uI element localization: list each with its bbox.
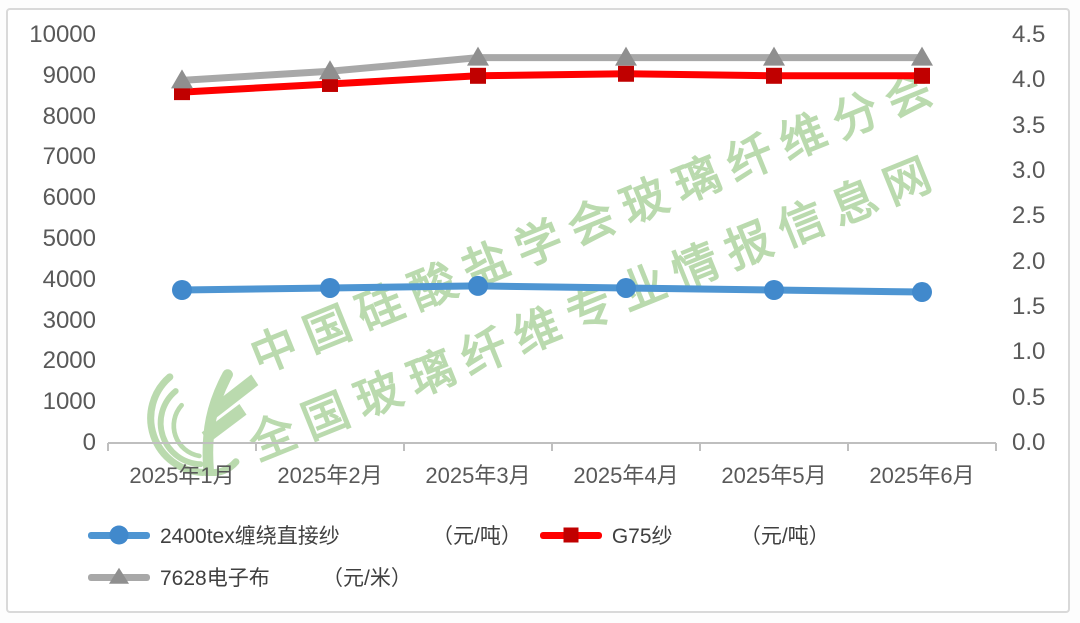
chart-card — [6, 8, 1070, 613]
series-line-1 — [178, 70, 926, 96]
data-point-triangle — [171, 69, 193, 89]
data-point-triangle — [467, 46, 489, 66]
legend-marker-gray-triangle-icon — [88, 567, 150, 584]
chart-legend: 2400tex缠绕直接纱 （元/吨） G75纱 （元/吨） 7628电子布 （元… — [88, 514, 988, 598]
data-point-square — [914, 67, 930, 84]
legend-item-direct-roving: 2400tex缠绕直接纱 （元/吨） — [88, 520, 522, 550]
legend-row-1: 2400tex缠绕直接纱 （元/吨） G75纱 （元/吨） — [88, 514, 988, 556]
legend-label: 7628电子布 — [160, 567, 270, 590]
series-line-0 — [178, 282, 926, 296]
data-point-triangle — [911, 46, 933, 66]
legend-marker-blue-circle-icon — [88, 525, 150, 545]
legend-item-7628-fabric: 7628电子布 （元/米） — [88, 562, 412, 592]
data-point-circle — [912, 282, 932, 303]
data-point-circle — [468, 275, 488, 296]
data-point-triangle — [763, 46, 785, 66]
legend-unit: （元/米） — [322, 567, 412, 590]
legend-item-g75-yarn: G75纱 （元/吨） — [539, 520, 830, 550]
legend-row-2: 7628电子布 （元/米） — [88, 556, 988, 598]
data-point-circle — [320, 277, 340, 298]
legend-unit: （元/吨） — [739, 525, 830, 548]
series-line-2 — [178, 54, 926, 84]
data-point-square — [322, 75, 338, 92]
legend-unit: （元/吨） — [432, 525, 522, 548]
data-point-square — [618, 65, 634, 82]
data-point-circle — [172, 280, 192, 300]
data-point-triangle — [615, 46, 637, 66]
data-point-circle — [764, 280, 784, 300]
data-point-triangle — [319, 60, 341, 80]
data-point-square — [766, 67, 782, 84]
data-point-circle — [616, 277, 636, 298]
legend-marker-red-square-icon — [539, 527, 602, 543]
data-point-square — [470, 67, 486, 84]
legend-label: 2400tex缠绕直接纱 — [160, 525, 340, 548]
legend-label: G75纱 — [611, 525, 673, 548]
